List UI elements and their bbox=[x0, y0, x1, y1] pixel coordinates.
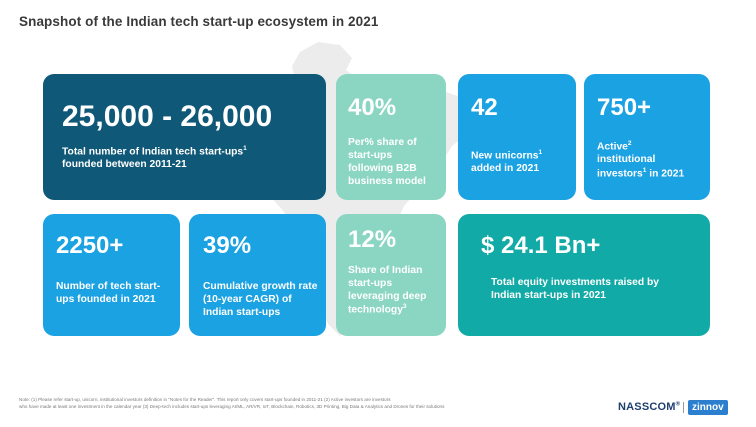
unicorns-description: New unicorns1 added in 2021 bbox=[471, 149, 543, 175]
b2b-share-tile: 40% Per% share of start-ups following B2… bbox=[336, 74, 446, 200]
deep-tech-value: 12% bbox=[348, 226, 397, 253]
deep-tech-tile: 12% Share of Indian start-ups leveraging… bbox=[336, 214, 446, 336]
footnote: Note: (1) Please refer start-up, unicorn… bbox=[19, 397, 445, 409]
equity-description: Total equity investments raised by India… bbox=[491, 277, 660, 302]
investors-tile: 750+ Active2 institutional investors1 in… bbox=[584, 74, 710, 200]
equity-tile: $ 24.1 Bn+ Total equity investments rais… bbox=[458, 214, 710, 336]
total-startups-description: Total number of Indian tech start-ups1 f… bbox=[62, 145, 247, 171]
total-startups-value: 25,000 - 26,000 bbox=[62, 100, 273, 133]
cagr-tile: 39% Cumulative growth rate (10-year CAGR… bbox=[189, 214, 326, 336]
founded-2021-value: 2250+ bbox=[56, 232, 124, 259]
founded-2021-tile: 2250+ Number of tech start-ups founded i… bbox=[43, 214, 180, 336]
unicorns-value: 42 bbox=[471, 94, 498, 121]
equity-value: $ 24.1 Bn+ bbox=[481, 232, 601, 259]
b2b-share-value: 40% bbox=[348, 94, 397, 121]
unicorns-tile: 42 New unicorns1 added in 2021 bbox=[458, 74, 576, 200]
logo-divider bbox=[683, 402, 684, 413]
total-startups-tile: 25,000 - 26,000 Total number of Indian t… bbox=[43, 74, 326, 200]
zinnov-logo: zinnov bbox=[688, 400, 728, 415]
nasscom-logo: NASSCOM® bbox=[618, 401, 681, 413]
deep-tech-description: Share of Indian start-ups leveraging dee… bbox=[348, 265, 427, 316]
page-title: Snapshot of the Indian tech start-up eco… bbox=[19, 14, 379, 29]
cagr-description: Cumulative growth rate (10-year CAGR) of… bbox=[203, 281, 318, 319]
cagr-value: 39% bbox=[203, 232, 252, 259]
b2b-share-description: Per% share of start-ups following B2B bu… bbox=[348, 137, 426, 188]
founded-2021-description: Number of tech start-ups founded in 2021 bbox=[56, 281, 161, 306]
investors-value: 750+ bbox=[597, 94, 652, 121]
investors-description: Active2 institutional investors1 in 2021 bbox=[597, 140, 685, 179]
